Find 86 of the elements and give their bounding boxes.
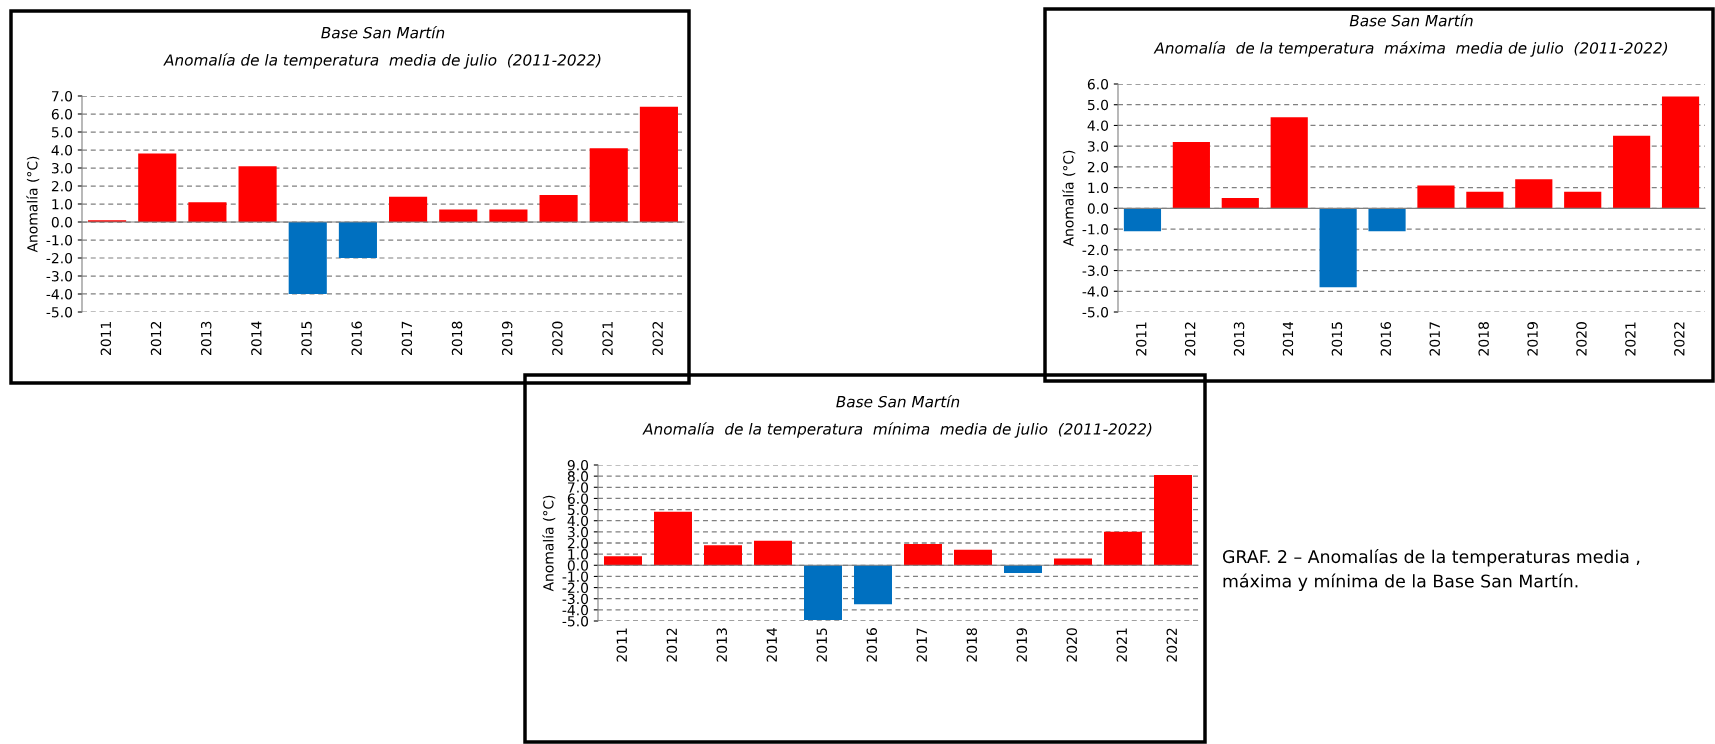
y-axis-title: Anomalía (°C) bbox=[1062, 150, 1076, 247]
y-tick-label: -4.0 bbox=[46, 288, 73, 300]
x-tick-label: 2013 bbox=[1233, 322, 1245, 356]
y-tick-label: -5.0 bbox=[46, 306, 73, 318]
x-tick-label: 2011 bbox=[1135, 322, 1147, 356]
x-tick-label: 2018 bbox=[451, 321, 463, 355]
x-tick-label: 2011 bbox=[616, 628, 628, 662]
x-tick-label: 2019 bbox=[1016, 628, 1028, 662]
y-tick-label: 0.0 bbox=[51, 216, 73, 228]
y-tick-label: 6.0 bbox=[1087, 78, 1109, 90]
chart-subtitle: Anomalía de la temperatura mínima media de julio (2011-2022) bbox=[642, 422, 1152, 438]
chart-title: Base San Martín bbox=[321, 26, 445, 39]
x-tick-label: 2011 bbox=[100, 321, 112, 355]
y-tick-label: 4.0 bbox=[1087, 120, 1109, 131]
y-tick-label: -5.0 bbox=[562, 615, 589, 627]
x-tick-label: 2014 bbox=[251, 321, 262, 355]
y-tick-label: 4.0 bbox=[567, 515, 589, 527]
y-tick-label: 1.0 bbox=[1088, 182, 1109, 194]
chart-title: Base San Martín bbox=[1349, 14, 1473, 27]
y-tick-label: 7.0 bbox=[52, 90, 73, 102]
chart-subtitle: Anomalía de la temperatura máxima media de julio (2011-2022) bbox=[1153, 41, 1668, 57]
y-tick-label: -1.0 bbox=[46, 234, 73, 246]
y-tick-label: -2.0 bbox=[562, 582, 589, 594]
y-tick-label: 0.0 bbox=[567, 560, 589, 571]
x-tick-label: 2020 bbox=[552, 321, 563, 355]
x-tick-label: 2016 bbox=[866, 628, 878, 662]
y-tick-label: 4.0 bbox=[51, 144, 73, 156]
x-tick-label: 2015 bbox=[1331, 322, 1343, 356]
y-tick-label: 5.0 bbox=[51, 126, 73, 138]
x-tick-label: 2018 bbox=[1478, 322, 1489, 356]
y-tick-label: -1.0 bbox=[562, 571, 589, 582]
x-tick-label: 2016 bbox=[1380, 322, 1392, 356]
y-tick-label: -4.0 bbox=[1082, 286, 1109, 297]
x-tick-label: 2012 bbox=[150, 322, 162, 355]
x-tick-label: 2021 bbox=[1116, 628, 1128, 662]
y-tick-label: 0.0 bbox=[1087, 203, 1109, 214]
x-tick-label: 2021 bbox=[1625, 322, 1636, 356]
y-axis-title: Anomalía (°C) bbox=[26, 156, 40, 253]
y-tick-label: 6.0 bbox=[51, 108, 73, 120]
x-tick-label: 2014 bbox=[1282, 321, 1294, 356]
x-tick-label: 2017 bbox=[916, 628, 928, 662]
x-tick-label: 2017 bbox=[1429, 322, 1440, 356]
y-tick-label: 8.0 bbox=[567, 471, 589, 482]
x-tick-label: 2015 bbox=[816, 628, 828, 662]
x-tick-label: 2019 bbox=[1527, 322, 1538, 356]
y-tick-label: 3.0 bbox=[51, 162, 73, 174]
y-tick-label: -3.0 bbox=[1082, 265, 1109, 277]
y-tick-label: -2.0 bbox=[46, 252, 73, 264]
y-tick-label: 3.0 bbox=[1087, 141, 1109, 152]
x-tick-label: 2012 bbox=[666, 628, 678, 662]
x-tick-label: 2014 bbox=[766, 628, 778, 662]
x-tick-label: 2021 bbox=[602, 321, 613, 355]
y-tick-label: 9.0 bbox=[567, 459, 589, 471]
y-tick-label: 3.0 bbox=[567, 526, 589, 538]
x-tick-label: 2020 bbox=[1066, 628, 1078, 662]
chart-subtitle: Anomalía de la temperatura media de julio (2011-2022) bbox=[163, 53, 601, 69]
chart-title: Base San Martín bbox=[836, 395, 960, 408]
y-tick-label: 5.0 bbox=[1087, 99, 1109, 111]
text: GRAF. 2 – Anomalías de la temperaturas media , máxima y mínima de la Base San Martín. bbox=[1222, 549, 1640, 591]
y-tick-label: 6.0 bbox=[567, 493, 589, 504]
y-tick-label: 1.0 bbox=[52, 198, 73, 210]
y-tick-label: 2.0 bbox=[1087, 161, 1109, 173]
y-tick-label: -3.0 bbox=[562, 593, 589, 605]
y-tick-label: -3.0 bbox=[46, 270, 73, 282]
x-tick-label: 2012 bbox=[1184, 322, 1196, 356]
x-tick-label: 2020 bbox=[1576, 322, 1587, 356]
y-tick-label: 2.0 bbox=[51, 180, 73, 192]
y-axis-title: Anomalía (°C) bbox=[542, 495, 556, 592]
y-tick-label: -4.0 bbox=[562, 604, 589, 616]
x-tick-label: 2017 bbox=[401, 321, 413, 355]
x-tick-label: 2022 bbox=[1166, 628, 1178, 662]
x-tick-label: 2022 bbox=[1674, 322, 1685, 356]
x-tick-label: 2019 bbox=[501, 321, 513, 355]
y-tick-label: -2.0 bbox=[1082, 244, 1109, 256]
x-tick-label: 2022 bbox=[652, 322, 663, 355]
x-tick-label: 2013 bbox=[200, 321, 212, 355]
y-tick-label: -1.0 bbox=[1082, 224, 1109, 235]
x-tick-label: 2015 bbox=[301, 321, 312, 355]
y-tick-label: 2.0 bbox=[567, 537, 589, 549]
x-tick-label: 2013 bbox=[716, 628, 728, 662]
x-tick-label: 2018 bbox=[966, 628, 978, 662]
x-tick-label: 2016 bbox=[351, 321, 362, 355]
y-tick-label: 1.0 bbox=[568, 549, 589, 560]
y-tick-label: 7.0 bbox=[568, 482, 589, 493]
y-tick-label: -5.0 bbox=[1082, 306, 1109, 318]
y-tick-label: 5.0 bbox=[567, 504, 589, 516]
